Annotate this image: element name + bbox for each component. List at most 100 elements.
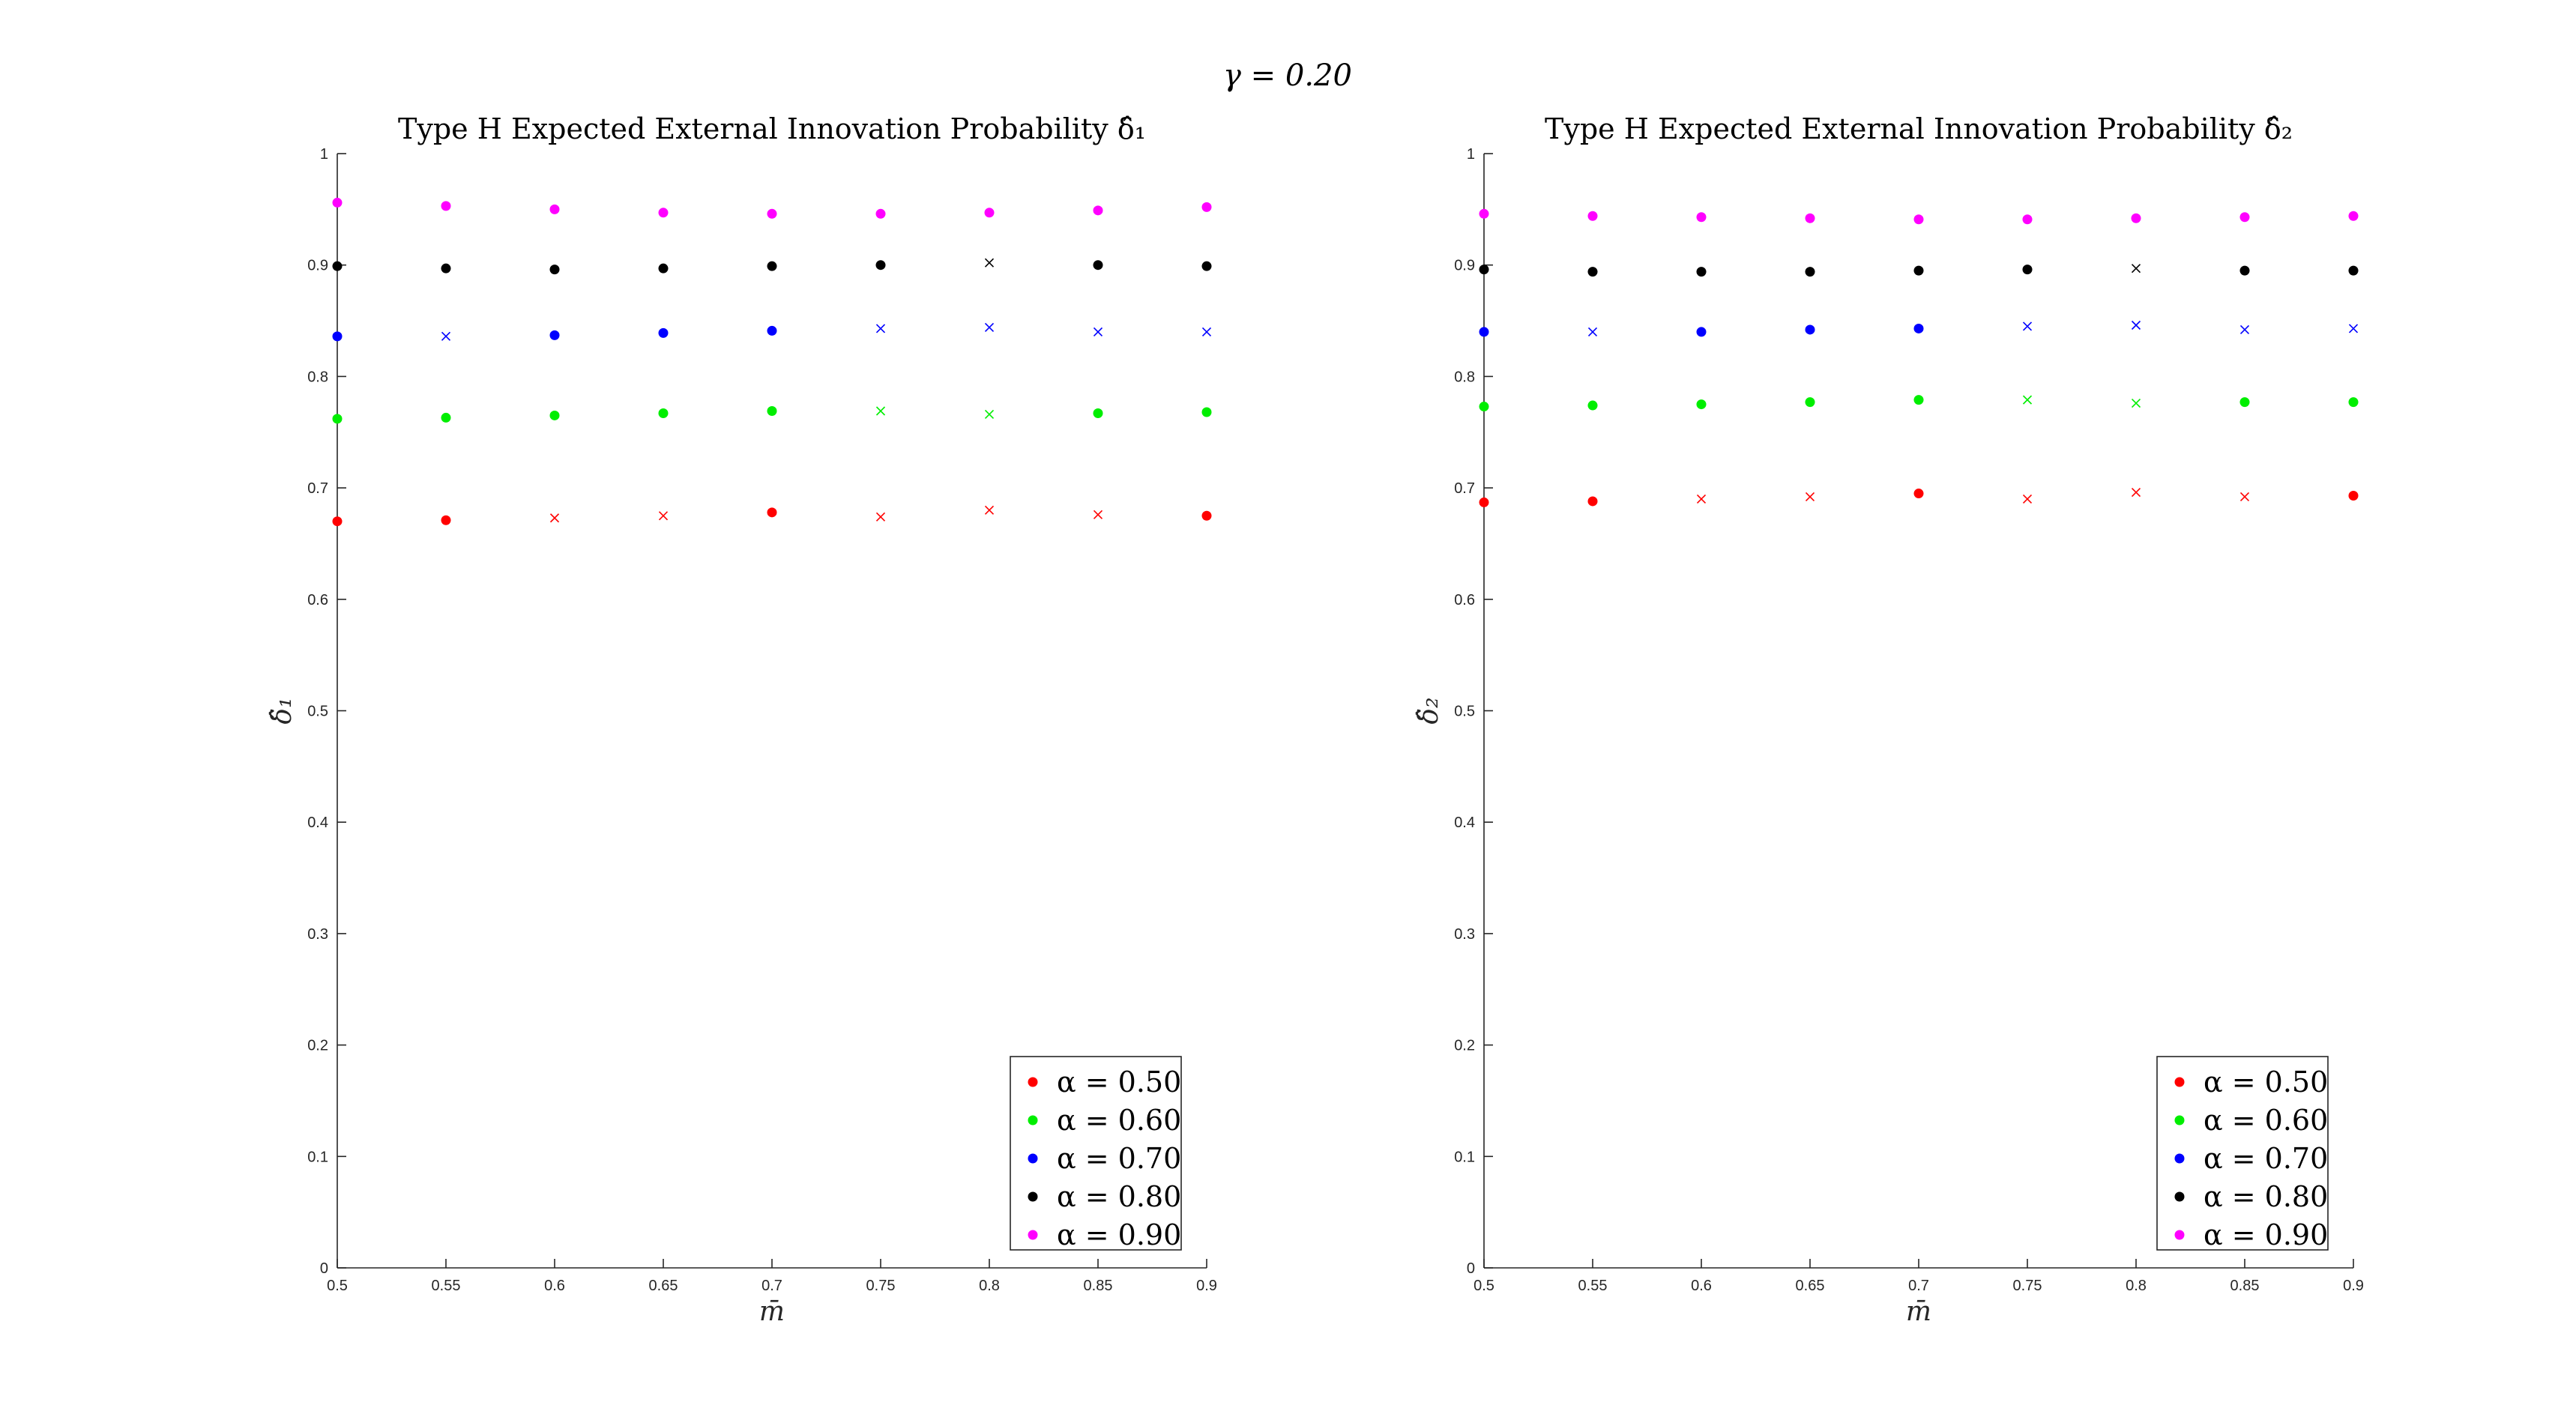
data-point [332,414,343,424]
data-point [767,325,777,336]
data-point [1201,202,1212,212]
data-point-cross [2022,395,2033,405]
left-plot: Type H Expected External Innovation Prob… [267,112,1217,1327]
legend-entry: α = 0.70 [1057,1142,1181,1175]
data-point [1696,399,1707,410]
y-tick-label: 0.3 [1454,926,1475,943]
figure-suptitle: γ = 0.20 [1223,58,1352,93]
data-point [1093,205,1103,216]
y-tick-label: 0.7 [1454,480,1475,497]
x-tick-label: 0.9 [2343,1278,2364,1294]
y-axis-label: δ̂₁ [267,697,298,724]
data-point [658,263,669,274]
data-point [549,410,560,420]
y-tick-label: 0.6 [1454,592,1475,608]
data-point-cross [984,409,995,420]
data-point [549,330,560,340]
data-point [658,408,669,418]
y-tick-label: 0.8 [307,369,328,385]
y-tick-label: 0.4 [307,815,328,831]
x-tick-label: 0.75 [2013,1278,2042,1294]
x-tick-label: 0.8 [2126,1278,2147,1294]
data-point [1093,408,1103,418]
data-point-cross [875,512,886,522]
y-tick-label: 1 [1467,146,1475,163]
data-point [1587,211,1598,221]
data-point [1913,323,1924,333]
data-point [441,412,451,423]
data-point [1913,214,1924,225]
data-point-cross [1696,494,1707,504]
legend-entry: α = 0.80 [2204,1180,2328,1213]
legend-marker [2174,1153,2185,1164]
x-tick-label: 0.85 [2230,1278,2260,1294]
data-point [2239,212,2250,223]
legend-entry: α = 0.70 [2204,1142,2328,1175]
data-point [2131,213,2141,223]
legend-entry: α = 0.50 [2204,1066,2328,1099]
data-point [767,261,777,271]
data-point-cross [2239,324,2250,335]
legend-marker [2174,1115,2185,1125]
data-point-cross [2131,399,2141,408]
data-point [2022,214,2033,225]
data-point [1587,267,1598,277]
data-point [1587,496,1598,507]
x-tick-label: 0.65 [649,1278,678,1294]
data-point-cross [984,505,995,515]
data-point [875,208,886,219]
legend-marker [1028,1191,1038,1202]
data-point [1805,213,1815,223]
data-point-cross [2131,264,2141,274]
data-point [1479,327,1489,337]
data-point [1479,208,1489,219]
y-tick-label: 0.2 [307,1038,328,1054]
y-tick-label: 0.4 [1454,815,1475,831]
legend-entry: α = 0.50 [1057,1066,1181,1099]
data-point-cross [2131,320,2141,330]
y-axis-label: δ̂₂ [1414,697,1444,724]
data-point-cross [549,513,560,523]
data-point [549,204,560,214]
data-point [2348,397,2359,408]
plot-title: Type H Expected External Innovation Prob… [398,112,1146,145]
legend-marker [1028,1077,1038,1087]
x-tick-label: 0.5 [1473,1278,1494,1294]
legend-entry: α = 0.60 [1057,1104,1181,1137]
legend-marker [2174,1191,2185,1202]
x-tick-label: 0.7 [761,1278,782,1294]
data-point-cross [1093,327,1103,336]
x-axis-label: m̄ [1906,1296,1931,1327]
data-point [441,201,451,211]
data-point [441,263,451,274]
data-point [984,208,995,218]
data-point [332,197,343,208]
data-point [1479,497,1489,507]
data-point [549,265,560,275]
x-tick-label: 0.55 [1578,1278,1608,1294]
data-point [658,208,669,218]
data-point [767,507,777,518]
legend-marker [1028,1230,1038,1240]
data-point [1805,397,1815,408]
y-tick-label: 0.9 [307,258,328,274]
legend-marker [1028,1115,1038,1125]
data-point-cross [984,258,995,268]
data-point-cross [2348,324,2359,333]
x-axis-label: m̄ [759,1296,785,1327]
data-point [658,327,669,338]
x-tick-label: 0.5 [327,1278,348,1294]
data-point [1479,265,1489,275]
y-tick-label: 0.1 [1454,1149,1475,1165]
right-plot: Type H Expected External Innovation Prob… [1414,112,2364,1327]
data-point [1201,510,1212,521]
x-tick-label: 0.55 [432,1278,461,1294]
x-tick-label: 0.85 [1084,1278,1113,1294]
x-tick-label: 0.9 [1196,1278,1217,1294]
y-tick-label: 0.6 [307,592,328,608]
y-tick-label: 0.8 [1454,369,1475,385]
data-point [1696,212,1707,223]
legend-box [1010,1056,1182,1251]
data-point [1587,400,1598,411]
